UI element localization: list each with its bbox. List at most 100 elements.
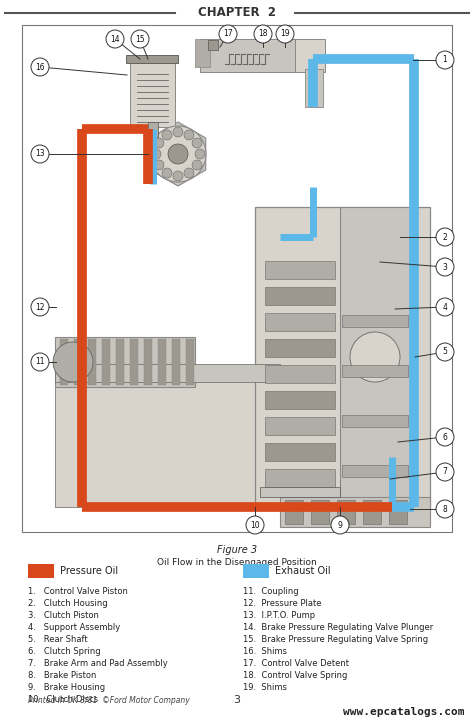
Text: 5: 5 xyxy=(443,348,447,356)
Text: 7: 7 xyxy=(443,467,447,476)
Bar xyxy=(195,39,210,67)
Text: 17: 17 xyxy=(223,30,233,39)
Circle shape xyxy=(154,160,164,170)
Text: 4: 4 xyxy=(443,302,447,311)
Bar xyxy=(389,500,407,524)
Bar xyxy=(186,339,194,385)
Circle shape xyxy=(350,332,400,382)
Bar xyxy=(311,500,329,524)
Text: 18.  Control Valve Spring: 18. Control Valve Spring xyxy=(243,671,347,680)
Bar xyxy=(265,469,335,487)
Bar xyxy=(172,339,180,385)
Text: 3.   Clutch Piston: 3. Clutch Piston xyxy=(28,611,99,620)
Text: 18: 18 xyxy=(258,30,268,39)
Bar xyxy=(342,415,408,427)
Bar xyxy=(280,497,430,527)
Circle shape xyxy=(154,138,164,148)
Circle shape xyxy=(184,130,194,140)
Bar xyxy=(342,315,408,327)
Circle shape xyxy=(436,228,454,246)
Bar xyxy=(285,500,303,524)
Bar xyxy=(158,339,166,385)
Text: 14: 14 xyxy=(110,34,120,44)
Text: 3: 3 xyxy=(234,695,240,705)
Circle shape xyxy=(276,25,294,43)
Text: Figure 3: Figure 3 xyxy=(217,545,257,555)
Bar xyxy=(265,339,335,357)
Circle shape xyxy=(436,500,454,518)
Circle shape xyxy=(150,126,206,182)
Circle shape xyxy=(131,30,149,48)
Circle shape xyxy=(436,258,454,276)
Circle shape xyxy=(173,127,183,137)
Text: 4.   Support Assembly: 4. Support Assembly xyxy=(28,623,120,632)
Bar xyxy=(74,339,82,385)
Text: 5.   Rear Shaft: 5. Rear Shaft xyxy=(28,635,88,644)
Text: 3: 3 xyxy=(443,262,447,271)
Circle shape xyxy=(31,58,49,76)
Text: 6.   Clutch Spring: 6. Clutch Spring xyxy=(28,647,100,656)
Polygon shape xyxy=(150,122,206,186)
Text: 16.  Shims: 16. Shims xyxy=(243,647,287,656)
Bar xyxy=(265,365,335,383)
Bar xyxy=(243,564,269,578)
Bar xyxy=(55,364,280,382)
Text: 17.  Control Valve Detent: 17. Control Valve Detent xyxy=(243,659,349,668)
Bar xyxy=(337,500,355,524)
Text: 1: 1 xyxy=(443,55,447,65)
Bar xyxy=(130,59,175,127)
Text: Pressure Oil: Pressure Oil xyxy=(60,566,118,576)
Bar xyxy=(255,207,430,507)
Text: 7.   Brake Arm and Pad Assembly: 7. Brake Arm and Pad Assembly xyxy=(28,659,168,668)
Text: 10: 10 xyxy=(250,521,260,529)
Circle shape xyxy=(162,168,172,178)
Text: 11: 11 xyxy=(35,358,45,366)
Text: CHAPTER  2: CHAPTER 2 xyxy=(198,7,276,20)
Text: 19: 19 xyxy=(280,30,290,39)
Text: 16: 16 xyxy=(35,63,45,71)
Text: 13: 13 xyxy=(35,150,45,158)
Circle shape xyxy=(436,428,454,446)
Circle shape xyxy=(192,138,202,148)
Bar xyxy=(265,391,335,409)
Circle shape xyxy=(436,298,454,316)
Text: Oil Flow in the Disengaged Position: Oil Flow in the Disengaged Position xyxy=(157,558,317,567)
Text: 8.   Brake Piston: 8. Brake Piston xyxy=(28,671,96,680)
Bar xyxy=(265,443,335,461)
Text: 9: 9 xyxy=(337,521,342,529)
Text: 8: 8 xyxy=(443,505,447,513)
Bar xyxy=(60,339,68,385)
Bar xyxy=(208,40,218,50)
Circle shape xyxy=(436,343,454,361)
Circle shape xyxy=(31,298,49,316)
Bar xyxy=(55,337,195,387)
Circle shape xyxy=(192,160,202,170)
Circle shape xyxy=(151,149,161,159)
Circle shape xyxy=(53,342,93,382)
Bar xyxy=(102,339,110,385)
Bar xyxy=(22,25,452,532)
Circle shape xyxy=(106,30,124,48)
Text: 13.  I.P.T.O. Pump: 13. I.P.T.O. Pump xyxy=(243,611,315,620)
Circle shape xyxy=(31,353,49,371)
Circle shape xyxy=(173,171,183,181)
Bar xyxy=(295,39,325,72)
Circle shape xyxy=(436,51,454,69)
Text: 14.  Brake Pressure Regulating Valve Plunger: 14. Brake Pressure Regulating Valve Plun… xyxy=(243,623,433,632)
Text: 10.  Clutch Discs: 10. Clutch Discs xyxy=(28,695,98,704)
Text: Exhaust Oil: Exhaust Oil xyxy=(275,566,331,576)
Bar xyxy=(265,261,335,279)
Bar xyxy=(116,339,124,385)
Text: 2.   Clutch Housing: 2. Clutch Housing xyxy=(28,599,108,608)
Bar xyxy=(28,564,54,578)
Text: 12.  Pressure Plate: 12. Pressure Plate xyxy=(243,599,321,608)
Text: www.epcatalogs.com: www.epcatalogs.com xyxy=(344,707,465,717)
Bar xyxy=(88,339,96,385)
Bar xyxy=(305,69,323,107)
Bar xyxy=(342,365,408,377)
Circle shape xyxy=(31,145,49,163)
Text: 12: 12 xyxy=(35,302,45,311)
Bar xyxy=(342,465,408,477)
Text: Printed in UK 8/81  ©Ford Motor Company: Printed in UK 8/81 ©Ford Motor Company xyxy=(28,696,190,705)
Bar xyxy=(260,487,340,497)
